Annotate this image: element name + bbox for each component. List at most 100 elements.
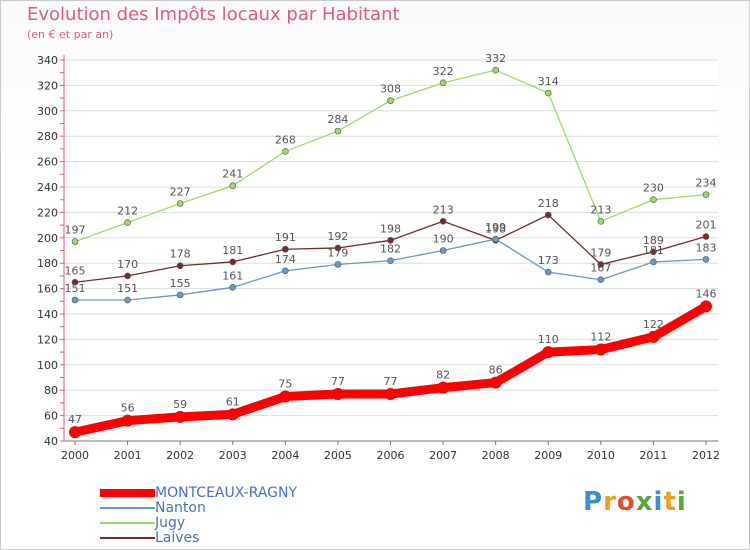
data-point [387, 97, 394, 104]
data-label: 112 [590, 331, 611, 344]
data-label: 230 [643, 182, 664, 195]
y-tick-label: 40 [44, 435, 58, 448]
legend-swatch [100, 536, 155, 539]
y-tick-label: 280 [37, 130, 58, 143]
data-point [597, 276, 605, 284]
data-point [544, 211, 552, 219]
data-point [544, 89, 552, 97]
data-label: 151 [117, 282, 138, 295]
data-point [71, 296, 79, 304]
y-tick-label: 340 [37, 54, 58, 67]
y-tick-label: 120 [37, 333, 58, 346]
data-label: 155 [170, 277, 191, 290]
data-point [334, 244, 342, 252]
data-point [492, 235, 499, 243]
data-label: 56 [121, 402, 135, 415]
data-point [437, 381, 450, 394]
legend-swatch [100, 506, 155, 509]
data-point [597, 261, 605, 268]
data-label: 165 [65, 264, 86, 277]
data-label: 189 [643, 234, 664, 247]
data-label: 167 [590, 262, 611, 275]
data-label: 201 [696, 219, 717, 232]
logo-letter: x [635, 487, 654, 517]
logo-letter: t [663, 487, 677, 517]
data-label: 213 [590, 203, 611, 216]
data-label: 86 [489, 364, 503, 377]
logo-letter: o [616, 487, 636, 517]
y-tick-label: 60 [44, 410, 58, 423]
data-point [439, 217, 447, 225]
data-point [700, 300, 712, 313]
y-tick-label: 240 [37, 181, 58, 194]
legend-label: Jugy [155, 514, 186, 531]
data-label: 284 [327, 113, 348, 126]
data-point [650, 248, 657, 256]
data-label: 212 [117, 205, 138, 218]
chart-subtitle: (en € et par an) [27, 28, 114, 41]
data-label: 47 [68, 413, 82, 426]
data-point [282, 245, 289, 253]
data-label: 110 [538, 333, 559, 346]
data-label: 122 [643, 318, 664, 331]
data-point [226, 408, 239, 421]
data-point [174, 410, 187, 423]
y-tick-label: 300 [37, 105, 58, 118]
y-tick-label: 180 [37, 257, 58, 270]
data-label: 82 [436, 369, 450, 382]
y-tick-label: 260 [37, 156, 58, 169]
data-point [387, 237, 394, 244]
legend-item: Laives [100, 530, 199, 546]
proxiti-logo[interactable]: Proxiti [583, 487, 687, 517]
y-tick-label: 160 [37, 283, 58, 296]
data-point [331, 388, 344, 401]
data-label: 75 [278, 378, 292, 391]
data-point [702, 233, 710, 240]
data-label: 199 [485, 221, 506, 234]
y-tick-label: 320 [37, 79, 58, 92]
data-label: 59 [173, 398, 187, 411]
data-label: 322 [433, 65, 454, 78]
data-point [121, 414, 134, 427]
data-label: 178 [170, 248, 191, 261]
y-tick-label: 200 [37, 232, 58, 245]
x-tick-label: 2012 [692, 449, 720, 462]
data-label: 241 [222, 168, 243, 181]
data-point [282, 148, 289, 155]
data-label: 181 [643, 244, 664, 257]
legend-swatch [100, 521, 155, 524]
data-label: 308 [380, 83, 401, 96]
x-tick-label: 2001 [114, 449, 142, 462]
x-tick-label: 2007 [429, 449, 457, 462]
y-tick-label: 80 [44, 384, 58, 397]
x-tick-label: 2002 [166, 449, 194, 462]
data-label: 191 [275, 231, 296, 244]
data-label: 268 [275, 133, 296, 146]
logo-letter: r [603, 487, 617, 517]
y-tick-label: 100 [37, 359, 58, 372]
legend-swatch [100, 488, 155, 497]
data-point [334, 261, 342, 268]
data-point [69, 426, 81, 439]
legend-label: Nanton [155, 499, 206, 516]
data-point [384, 388, 397, 401]
logo-letter: i [676, 487, 687, 517]
data-label: 198 [485, 222, 506, 235]
data-label: 227 [170, 186, 191, 199]
data-label: 332 [485, 52, 506, 65]
data-label: 77 [331, 375, 345, 388]
logo-letter: i [653, 487, 664, 517]
data-label: 213 [433, 203, 454, 216]
x-tick-label: 2003 [219, 449, 247, 462]
data-point [279, 390, 292, 403]
data-point [282, 267, 289, 275]
plot-area [64, 60, 718, 441]
data-label: 218 [538, 197, 559, 210]
x-tick-label: 2011 [639, 449, 667, 462]
data-point [229, 182, 237, 190]
data-point [229, 258, 237, 266]
data-point [489, 376, 502, 389]
data-point [439, 79, 447, 87]
data-label: 161 [222, 269, 243, 282]
